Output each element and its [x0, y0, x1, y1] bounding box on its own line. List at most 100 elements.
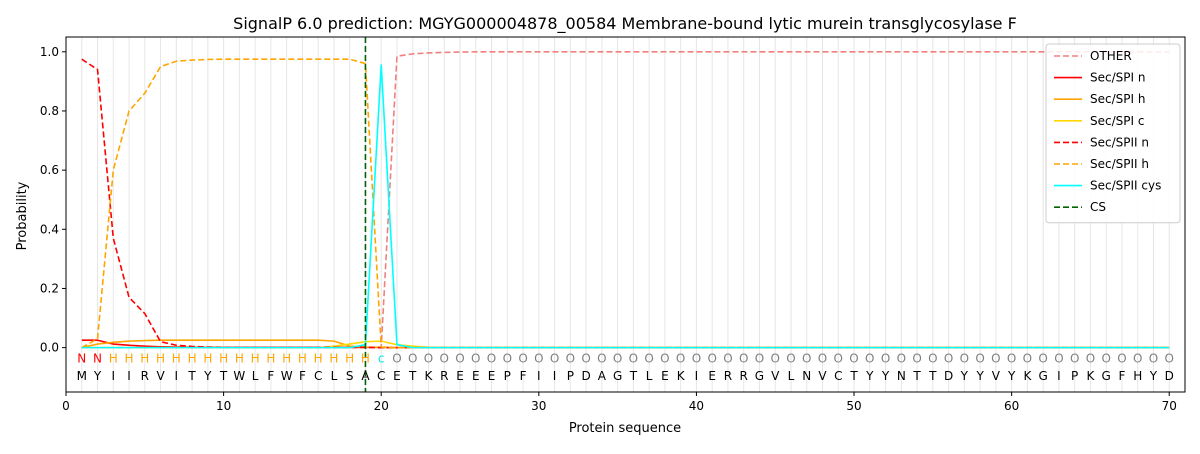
chart-title: SignalP 6.0 prediction: MGYG000004878_00… [233, 14, 1017, 34]
residue-label: V [992, 369, 1001, 383]
region-label: O [991, 351, 1000, 365]
residue-label: T [408, 369, 417, 383]
axes: 0 10 20 30 40 50 60 70 0.0 0.2 0.4 0.6 0.8 1.0 [40, 36, 1186, 413]
residue-label: R [740, 369, 748, 383]
residue-label: R [440, 369, 448, 383]
region-label: H [282, 351, 291, 365]
residue-label: L [252, 369, 259, 383]
region-label: O [723, 351, 732, 365]
region-label: O [408, 351, 417, 365]
y-tick-label: 0.4 [40, 222, 59, 236]
region-label: O [1023, 351, 1032, 365]
region-label: O [597, 351, 606, 365]
region-label: H [140, 351, 149, 365]
residue-label: F [1119, 369, 1126, 383]
region-label: H [235, 351, 244, 365]
legend-box [1045, 43, 1181, 224]
region-label: H [298, 351, 307, 365]
residue-label: D [944, 369, 953, 383]
region-label: O [629, 351, 638, 365]
residue-label: E [472, 369, 480, 383]
region-label: O [1070, 351, 1079, 365]
region-label: c [378, 351, 385, 365]
y-tick-label: 0.0 [40, 341, 59, 355]
region-label: O [944, 351, 953, 365]
region-label: H [251, 351, 260, 365]
region-label: H [361, 351, 370, 365]
region-label: O [471, 351, 480, 365]
x-tick-label: 70 [1162, 399, 1177, 413]
residue-label: Y [975, 369, 984, 383]
region-label: O [834, 351, 843, 365]
legend-label: Sec/SPI h [1090, 92, 1145, 106]
residue-label: N [802, 369, 811, 383]
residue-label: T [928, 369, 937, 383]
region-label: H [314, 351, 323, 365]
y-tick-label: 0.2 [40, 281, 59, 295]
residue-label: G [755, 369, 764, 383]
x-tick-label: 20 [374, 399, 389, 413]
residue-label: F [520, 369, 527, 383]
region-label: H [345, 351, 354, 365]
region-label: H [188, 351, 197, 365]
residue-label: I [127, 369, 131, 383]
region-label: H [219, 351, 228, 365]
region-label: O [960, 351, 969, 365]
legend-label: OTHER [1090, 49, 1132, 63]
vertical-gridlines [81, 37, 1170, 392]
series-line-4 [81, 58, 1170, 349]
region-label: O [581, 351, 590, 365]
residue-label: V [156, 369, 165, 383]
residue-label: L [646, 369, 653, 383]
region-label: O [865, 351, 874, 365]
residue-label: C [377, 369, 385, 383]
residue-label: T [912, 369, 921, 383]
residue-label: T [219, 369, 228, 383]
y-tick-label: 0.8 [40, 104, 59, 118]
residue-label: A [598, 369, 607, 383]
residue-label: Y [203, 369, 212, 383]
x-axis-label: Protein sequence [569, 421, 681, 436]
residue-label: Y [881, 369, 890, 383]
x-tick-label: 10 [216, 399, 231, 413]
region-label: O [707, 351, 716, 365]
series-line-0 [81, 50, 1170, 349]
residue-label: T [849, 369, 858, 383]
region-label: O [440, 351, 449, 365]
residue-label: C [314, 369, 322, 383]
residue-label: Y [865, 369, 874, 383]
residue-label: T [629, 369, 638, 383]
region-label: H [172, 351, 181, 365]
legend-label: Sec/SPII n [1090, 135, 1149, 149]
residue-label: Y [960, 369, 969, 383]
region-label: O [802, 351, 811, 365]
x-tick-label: 40 [689, 399, 704, 413]
residue-label: L [331, 369, 338, 383]
region-label: O [566, 351, 575, 365]
residue-label: R [724, 369, 732, 383]
residue-label: P [504, 369, 511, 383]
region-label: H [266, 351, 275, 365]
region-label: O [1007, 351, 1016, 365]
region-label: O [455, 351, 464, 365]
residue-label: Y [1007, 369, 1016, 383]
region-label: H [156, 351, 165, 365]
region-label: O [424, 351, 433, 365]
region-label: N [93, 351, 102, 365]
residue-label: T [187, 369, 196, 383]
residue-label: P [1071, 369, 1078, 383]
series-line-2 [81, 339, 1170, 349]
region-label: O [660, 351, 669, 365]
residue-label: P [567, 369, 574, 383]
legend-label: Sec/SPII h [1090, 157, 1149, 171]
region-label: O [550, 351, 559, 365]
region-label: O [1149, 351, 1158, 365]
residue-label: V [818, 369, 827, 383]
region-label: O [755, 351, 764, 365]
residue-label: W [233, 369, 245, 383]
region-label: H [125, 351, 134, 365]
region-label: O [487, 351, 496, 365]
region-label: O [676, 351, 685, 365]
residue-label: K [1086, 369, 1095, 383]
